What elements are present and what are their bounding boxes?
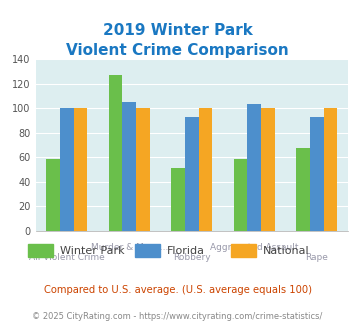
Bar	[46, 159, 60, 231]
Bar	[247, 104, 261, 231]
Text: 2019 Winter Park: 2019 Winter Park	[103, 23, 252, 38]
Text: Florida: Florida	[167, 246, 205, 256]
Text: Rape: Rape	[305, 253, 328, 262]
Text: Aggravated Assault: Aggravated Assault	[210, 243, 299, 252]
Bar	[323, 109, 337, 231]
Text: © 2025 CityRating.com - https://www.cityrating.com/crime-statistics/: © 2025 CityRating.com - https://www.city…	[32, 312, 323, 321]
Text: Violent Crime Comparison: Violent Crime Comparison	[66, 43, 289, 58]
Bar	[310, 117, 323, 231]
Text: Winter Park: Winter Park	[60, 246, 125, 256]
Bar	[136, 109, 150, 231]
Bar	[185, 117, 198, 231]
Bar	[261, 109, 275, 231]
Bar	[60, 109, 73, 231]
Text: Compared to U.S. average. (U.S. average equals 100): Compared to U.S. average. (U.S. average …	[44, 285, 311, 295]
Bar	[73, 109, 87, 231]
Bar	[296, 148, 310, 231]
Text: Robbery: Robbery	[173, 253, 211, 262]
Text: All Violent Crime: All Violent Crime	[29, 253, 105, 262]
Bar	[234, 159, 247, 231]
Bar	[198, 109, 212, 231]
Bar	[122, 102, 136, 231]
Text: Murder & Mans...: Murder & Mans...	[91, 243, 168, 252]
Bar	[109, 75, 122, 231]
Bar	[171, 169, 185, 231]
Text: National: National	[263, 246, 309, 256]
